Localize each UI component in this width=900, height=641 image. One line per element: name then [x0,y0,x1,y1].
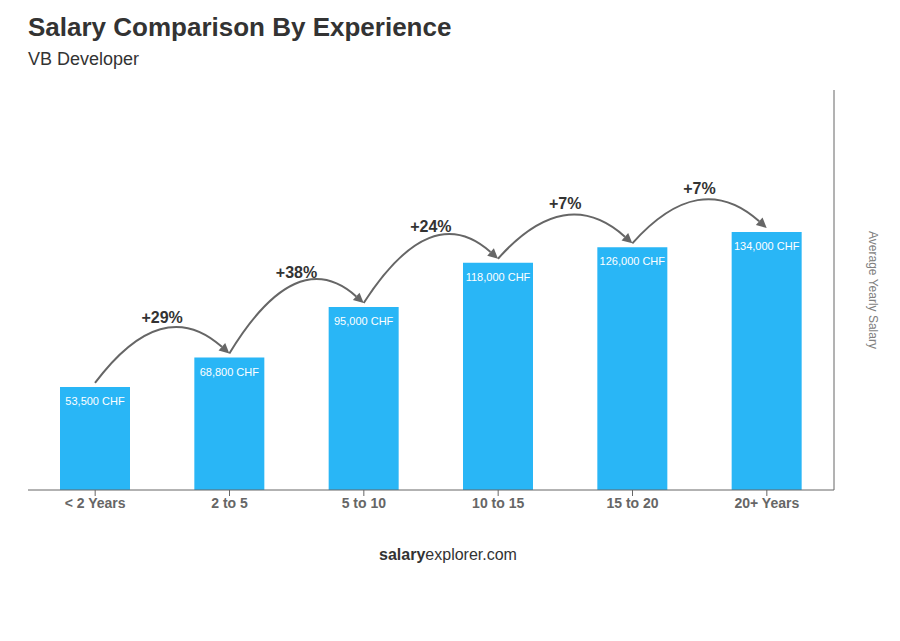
html-text:salary explorer.com: salary explorer.com [379,546,517,563]
svg-text:< 2 Years: < 2 Years [65,495,126,511]
svg-text:68,800 CHF: 68,800 CHF [200,366,260,378]
svg-text:2 to 5: 2 to 5 [211,495,248,511]
svg-text:+24%: +24% [410,218,451,235]
svg-text:15 to 20: 15 to 20 [606,495,658,511]
svg-text:134,000 CHF: 134,000 CHF [734,240,800,252]
svg-text:+38%: +38% [276,264,317,281]
svg-text:+29%: +29% [141,309,182,326]
svg-text:5 to 10: 5 to 10 [342,495,387,511]
svg-text:+7%: +7% [549,195,581,212]
svg-text:95,000 CHF: 95,000 CHF [334,315,394,327]
svg-text:20+ Years: 20+ Years [734,495,799,511]
svg-text:53,500 CHF: 53,500 CHF [65,395,125,407]
svg-text:+7%: +7% [683,180,715,197]
html-text:VB Developer: VB Developer [28,49,140,69]
svg-text:126,000 CHF: 126,000 CHF [600,255,666,267]
svg-text:118,000 CHF: 118,000 CHF [466,271,531,283]
html-text:Salary Comparison By Experienc: Salary Comparison By Experience [28,12,452,42]
svg-text:10 to 15: 10 to 15 [472,495,524,511]
svg-text:Average Yearly Salary: Average Yearly Salary [866,231,880,349]
